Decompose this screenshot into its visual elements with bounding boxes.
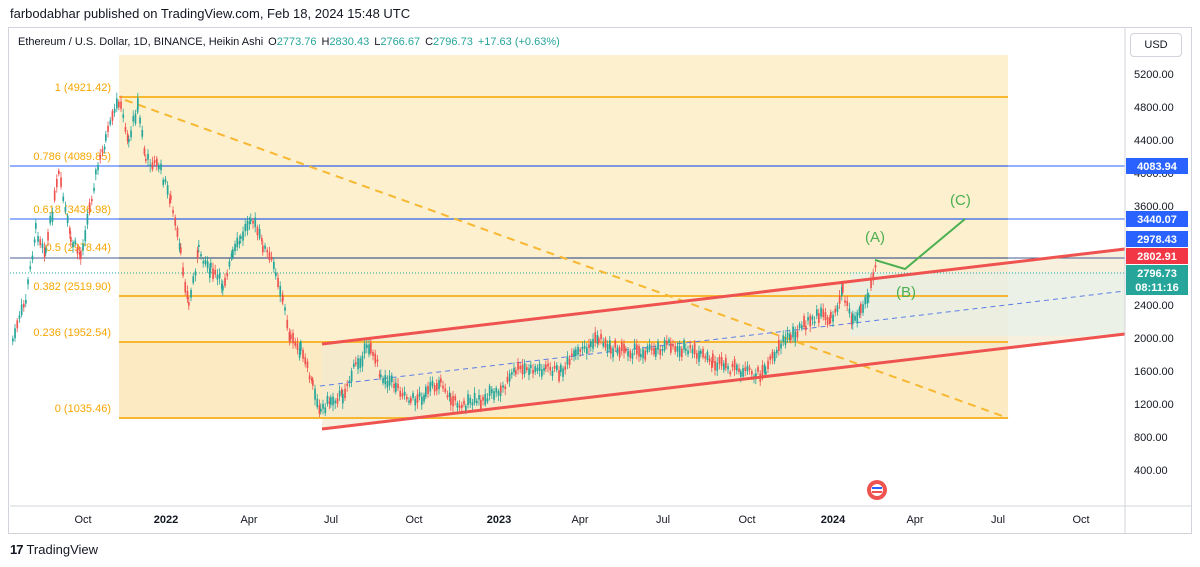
tradingview-logo-text: TradingView bbox=[26, 542, 99, 557]
tradingview-logo-icon: 17 bbox=[10, 542, 24, 557]
open-label: O bbox=[268, 36, 277, 48]
change-value: +17.63 (+0.63%) bbox=[477, 36, 560, 48]
open-value: 2773.76 bbox=[276, 36, 317, 48]
close-label: C bbox=[425, 36, 434, 48]
close-value: 2796.73 bbox=[433, 36, 473, 48]
high-label: H bbox=[321, 36, 330, 48]
symbol-legend: Ethereum / U.S. Dollar, 1D, BINANCE, Hei… bbox=[18, 36, 560, 48]
published-by-text: farbodabhar published on TradingView.com… bbox=[10, 6, 411, 21]
high-value: 2830.43 bbox=[329, 36, 370, 48]
low-label: L bbox=[374, 36, 381, 48]
low-value: 2766.67 bbox=[380, 36, 421, 48]
currency-button[interactable]: USD bbox=[1130, 33, 1182, 57]
chart-frame bbox=[8, 27, 1192, 534]
symbol-title[interactable]: Ethereum / U.S. Dollar, 1D, BINANCE, Hei… bbox=[18, 36, 264, 48]
tradingview-logo[interactable]: 17 TradingView bbox=[10, 542, 98, 557]
